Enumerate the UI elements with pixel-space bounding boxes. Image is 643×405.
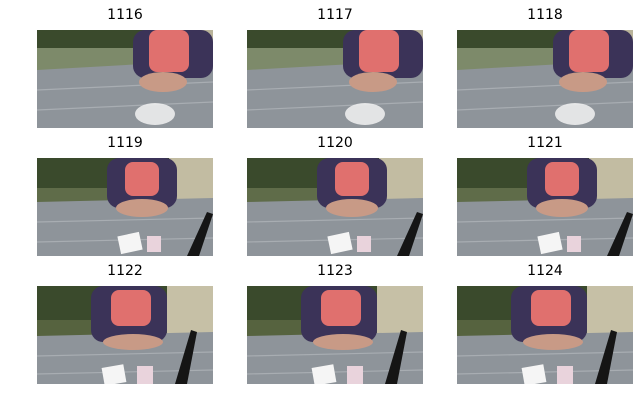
card-stack bbox=[357, 236, 371, 252]
table-plank-line bbox=[247, 101, 423, 111]
cards-blur bbox=[135, 103, 175, 125]
table-plank-line bbox=[457, 351, 633, 357]
frame-title: 1120 bbox=[317, 135, 353, 151]
card-stack bbox=[347, 366, 363, 384]
table-pole bbox=[397, 212, 423, 256]
hands bbox=[536, 199, 588, 217]
video-frame-image bbox=[247, 286, 423, 384]
playing-card bbox=[327, 231, 353, 255]
shirt bbox=[569, 30, 609, 72]
frame-title: 1118 bbox=[527, 7, 563, 23]
table-pole bbox=[175, 330, 197, 384]
shirt bbox=[149, 30, 189, 72]
table-plank-line bbox=[37, 217, 213, 223]
hands bbox=[103, 334, 163, 350]
table-pole bbox=[187, 212, 213, 256]
hands bbox=[326, 199, 378, 217]
playing-card bbox=[537, 231, 563, 255]
table-plank-line bbox=[247, 217, 423, 223]
table-pole bbox=[607, 212, 633, 256]
video-frame-image bbox=[457, 30, 633, 128]
table-plank-line bbox=[457, 217, 633, 223]
video-frame-image bbox=[457, 286, 633, 384]
table-plank-line bbox=[247, 351, 423, 357]
cards-blur bbox=[555, 103, 595, 125]
shirt bbox=[111, 290, 151, 326]
card-stack bbox=[147, 236, 161, 252]
wall bbox=[587, 286, 633, 336]
playing-card bbox=[311, 364, 337, 384]
card-stack bbox=[557, 366, 573, 384]
shirt bbox=[531, 290, 571, 326]
table-plank-line bbox=[457, 101, 633, 111]
frame-title: 1124 bbox=[527, 263, 563, 279]
shirt bbox=[545, 162, 579, 196]
card-stack bbox=[567, 236, 581, 252]
table-plank-line bbox=[37, 351, 213, 357]
table-pole bbox=[385, 330, 407, 384]
frame-title: 1116 bbox=[107, 7, 143, 23]
frame-title: 1119 bbox=[107, 135, 143, 151]
wall bbox=[167, 286, 213, 336]
video-frame-image bbox=[37, 158, 213, 256]
shirt bbox=[335, 162, 369, 196]
hands bbox=[349, 72, 397, 92]
playing-card bbox=[521, 364, 547, 384]
video-frame-image bbox=[247, 30, 423, 128]
card-stack bbox=[137, 366, 153, 384]
hands bbox=[116, 199, 168, 217]
video-frame-image bbox=[37, 286, 213, 384]
table-pole bbox=[595, 330, 617, 384]
frame-title: 1121 bbox=[527, 135, 563, 151]
table-plank-line bbox=[37, 101, 213, 111]
video-frame-image bbox=[457, 158, 633, 256]
video-frame-image bbox=[37, 30, 213, 128]
frame-title: 1123 bbox=[317, 263, 353, 279]
hands bbox=[139, 72, 187, 92]
hands bbox=[313, 334, 373, 350]
shirt bbox=[359, 30, 399, 72]
cards-blur bbox=[345, 103, 385, 125]
frame-title: 1117 bbox=[317, 7, 353, 23]
video-frame-image bbox=[247, 158, 423, 256]
hands bbox=[523, 334, 583, 350]
playing-card bbox=[101, 364, 127, 384]
wall bbox=[377, 286, 423, 336]
playing-card bbox=[117, 231, 143, 255]
shirt bbox=[321, 290, 361, 326]
frame-title: 1122 bbox=[107, 263, 143, 279]
shirt bbox=[125, 162, 159, 196]
hands bbox=[559, 72, 607, 92]
